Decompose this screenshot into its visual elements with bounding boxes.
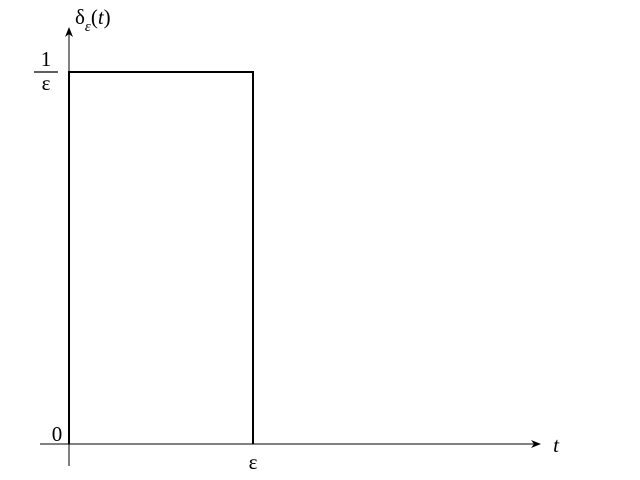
x-tick-label: ε [249,450,258,474]
x-axis-label: t [553,433,560,457]
subscript: ε [85,19,91,35]
pulse [68,71,254,444]
y-axis-label: δε(t) [75,5,111,35]
denominator: ε [42,71,51,95]
numerator: 1 [41,47,52,71]
variable: t [98,5,105,29]
paren: ) [104,5,111,29]
symbol: δ [75,5,85,29]
origin-label: 0 [52,422,63,446]
paren: ( [91,5,98,29]
